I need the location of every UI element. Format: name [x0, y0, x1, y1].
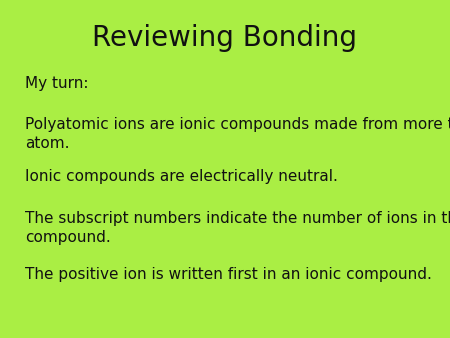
Text: The positive ion is written first in an ionic compound.: The positive ion is written first in an …	[25, 267, 432, 282]
Text: My turn:: My turn:	[25, 76, 88, 91]
Text: Polyatomic ions are ionic compounds made from more than one
atom.: Polyatomic ions are ionic compounds made…	[25, 117, 450, 151]
Text: Ionic compounds are electrically neutral.: Ionic compounds are electrically neutral…	[25, 169, 338, 184]
Text: Reviewing Bonding: Reviewing Bonding	[93, 24, 357, 52]
Text: The subscript numbers indicate the number of ions in the
compound.: The subscript numbers indicate the numbe…	[25, 211, 450, 245]
